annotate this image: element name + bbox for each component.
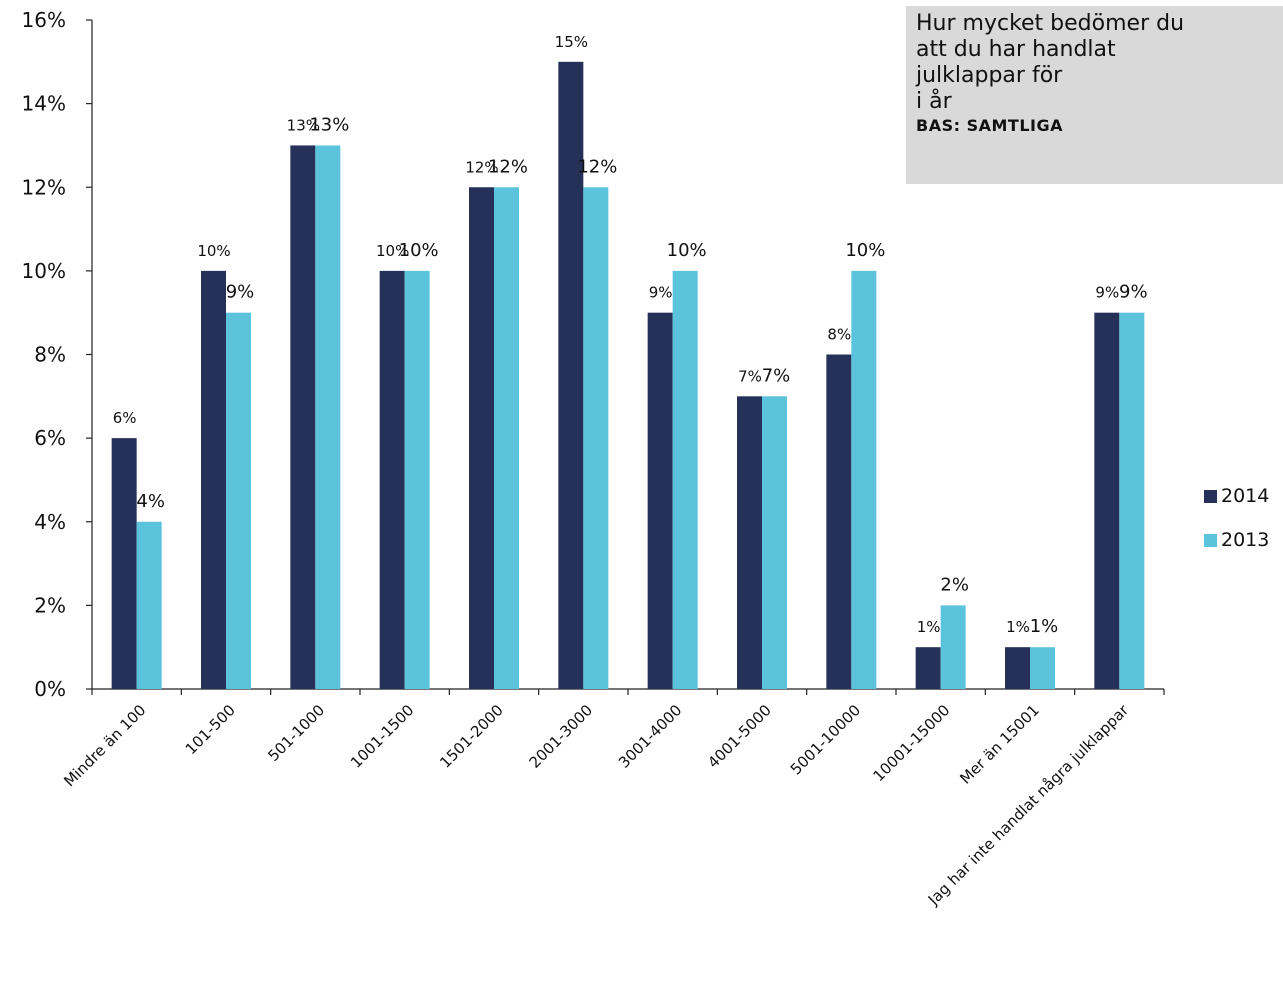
bar-2014 <box>647 312 673 689</box>
bar-2014 <box>558 61 584 689</box>
bar-2013 <box>404 270 430 689</box>
bar-2013 <box>315 145 341 689</box>
bar-2014 <box>1005 647 1030 689</box>
data-label-2013: 9% <box>1119 282 1148 303</box>
data-label-2013: 4% <box>136 491 165 512</box>
x-tick-label: 3001-4000 <box>615 701 686 772</box>
bar-2013 <box>851 270 877 689</box>
data-label-2013: 1% <box>1030 616 1059 637</box>
bar-2014 <box>379 270 405 689</box>
data-label-2013: 12% <box>577 156 617 177</box>
x-tick-label: 2001-3000 <box>526 701 597 772</box>
chart-title-line-2: att du har handlat <box>916 37 1116 62</box>
y-tick-label: 8% <box>34 343 66 367</box>
bar-2013 <box>762 396 787 689</box>
bar-2014 <box>737 396 762 689</box>
data-label-2014: 15% <box>555 33 588 51</box>
bar-2014 <box>111 438 137 689</box>
data-label-2014: 7% <box>738 367 762 385</box>
data-label-2013: 10% <box>845 240 885 261</box>
bar-2014 <box>469 187 494 689</box>
data-label-2014: 13% <box>287 116 320 134</box>
bar-2013 <box>583 187 609 689</box>
bar-2013 <box>1119 312 1145 689</box>
legend: 2014 2013 <box>1204 474 1269 562</box>
legend-swatch-2014 <box>1204 489 1217 503</box>
data-label-2014: 10% <box>197 242 230 260</box>
data-label-2014: 9% <box>1095 284 1119 302</box>
x-tick-label: Mindre än 100 <box>60 701 149 790</box>
bar-2014 <box>826 354 852 689</box>
legend-item-2013: 2013 <box>1204 518 1269 562</box>
data-label-2014: 1% <box>1006 618 1030 636</box>
bar-2013 <box>672 270 698 689</box>
data-label-2014: 6% <box>113 409 137 427</box>
y-tick-label: 2% <box>34 593 66 617</box>
data-label-2014: 9% <box>649 284 673 302</box>
x-tick-label: 10001-15000 <box>869 701 953 785</box>
data-label-2014: 8% <box>827 326 851 344</box>
chart-base-label: BAS: SAMTLIGA <box>916 116 1063 135</box>
chart-title-line-1: Hur mycket bedömer du <box>916 11 1185 36</box>
y-tick-label: 6% <box>34 426 66 450</box>
y-tick-label: 14% <box>22 92 66 116</box>
x-tick-label: Jag har inte handlat några julklappar <box>924 701 1133 910</box>
data-label-2013: 10% <box>667 240 707 261</box>
y-tick-label: 10% <box>22 259 66 283</box>
data-label-2013: 2% <box>940 574 969 595</box>
y-tick-label: 0% <box>34 677 66 701</box>
y-tick-label: 4% <box>34 510 66 534</box>
bar-2014 <box>1094 312 1120 689</box>
legend-label-2014: 2014 <box>1221 485 1270 507</box>
legend-label-2013: 2013 <box>1221 529 1270 551</box>
x-tick-label: 101-500 <box>182 701 239 758</box>
chart-title-line-4: i år <box>916 89 952 114</box>
data-label-2014: 10% <box>376 242 409 260</box>
x-tick-label: 5001-10000 <box>787 701 864 778</box>
chart-title-box: Hur mycket bedömer du att du har handlat… <box>906 6 1283 184</box>
data-label-2014: 12% <box>465 158 498 176</box>
data-label-2014: 1% <box>917 618 941 636</box>
bar-2013 <box>494 187 519 689</box>
x-tick-label: 1001-1500 <box>347 701 418 772</box>
bar-2014 <box>201 270 226 689</box>
x-tick-label: 1501-2000 <box>436 701 507 772</box>
bar-2013 <box>226 312 251 689</box>
data-label-2013: 12% <box>488 156 528 177</box>
data-label-2013: 13% <box>309 114 349 135</box>
bar-2013 <box>1030 647 1055 689</box>
bar-2014 <box>915 647 941 689</box>
y-tick-label: 16% <box>22 8 66 32</box>
y-tick-label: 12% <box>22 175 66 199</box>
chart-title-line-3: julklappar för <box>916 63 1063 88</box>
x-tick-label: 4001-5000 <box>704 701 775 772</box>
bar-2014 <box>290 145 316 689</box>
x-tick-label: 501-1000 <box>264 701 328 765</box>
legend-swatch-2013 <box>1204 533 1217 547</box>
data-label-2013: 9% <box>226 282 255 303</box>
data-label-2013: 10% <box>399 240 439 261</box>
bar-2013 <box>940 605 966 689</box>
bar-2013 <box>136 521 162 689</box>
data-label-2013: 7% <box>762 365 791 386</box>
legend-item-2014: 2014 <box>1204 474 1269 518</box>
x-tick-label: Mer än 15001 <box>956 701 1042 787</box>
